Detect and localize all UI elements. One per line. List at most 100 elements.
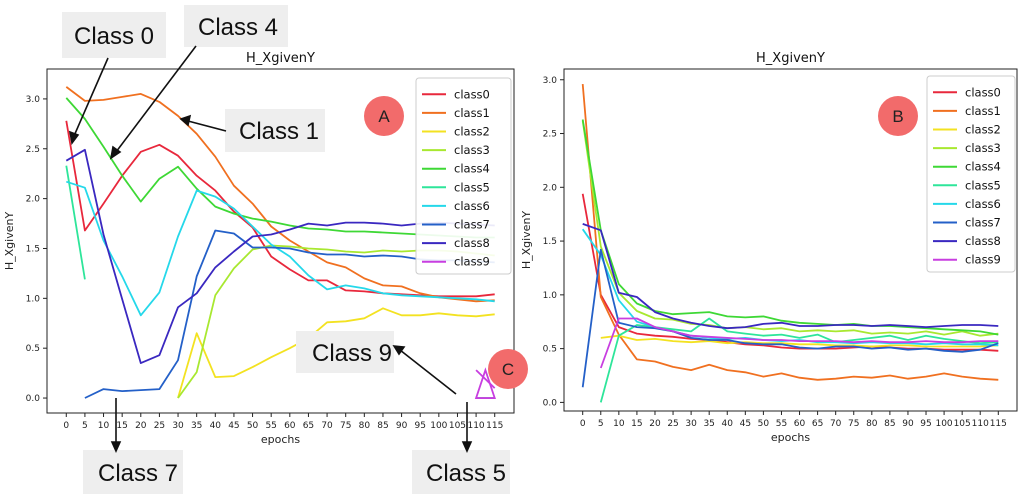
annotation-box-class9: [296, 331, 394, 373]
chart-title: H_XgivenY: [756, 51, 825, 66]
chart-panel-b: H_XgivenY 0 5 10 15 20 25 30 35 40 45 50 55 60 65 70 75 8…: [520, 51, 1018, 444]
x-tick-label: 115: [990, 419, 1007, 429]
x-tick-label: 85: [377, 421, 388, 431]
legend-label-class6: class6: [454, 199, 490, 213]
x-tick-label: 30: [685, 419, 697, 429]
legend-label-class3: class3: [965, 141, 1001, 155]
arrow-class0: [73, 57, 109, 137]
series-line-class7: [581, 248, 999, 388]
x-tick-label: 95: [414, 421, 425, 431]
class9-marker: [474, 367, 496, 399]
series-line-class2: [600, 334, 999, 348]
x-tick-label: 90: [902, 419, 914, 429]
annotations: Class 0 Class 4 Class 1 Class 9 Class 7 …: [62, 5, 528, 494]
x-tick-label: 105: [954, 419, 971, 429]
series-line-class9: [475, 369, 496, 389]
x-tick-label: 105: [449, 421, 466, 431]
x-tick-label: 75: [340, 421, 351, 431]
legend-label-class0: class0: [965, 85, 1001, 99]
series-line-class2: [177, 307, 495, 399]
y-tick-label: 2.0: [543, 183, 558, 193]
x-tick-label: 85: [884, 419, 895, 429]
x-tick-label: 5: [598, 419, 604, 429]
legend-label-class9: class9: [965, 253, 1001, 267]
x-tick-label: 55: [265, 421, 276, 431]
annotation-class1: Class 1: [239, 118, 319, 145]
x-tick-label: 25: [667, 419, 678, 429]
badge-b-label: B: [892, 107, 903, 126]
x-tick-label: 75: [848, 419, 859, 429]
chart-panel-a: H_XgivenY 0 5 10 15 20 25 30 35 40 45 50 55 60 65 70 75 8…: [3, 51, 515, 446]
x-tick-label: 35: [703, 419, 714, 429]
x-tick-label: 65: [812, 419, 823, 429]
legend-label-class2: class2: [965, 123, 1001, 137]
y-tick-label: 1.0: [26, 294, 41, 304]
arrowhead-class4: [109, 145, 122, 160]
x-tick-label: 10: [613, 419, 625, 429]
y-tick-label: 0.0: [543, 398, 558, 408]
x-tick-label: 100: [935, 419, 952, 429]
legend-label-class7: class7: [454, 218, 490, 232]
arrow-class4: [115, 45, 197, 153]
y-tick-label: 1.5: [26, 244, 40, 254]
annotation-class7: Class 7: [98, 460, 178, 487]
annotation-box-class4: [184, 5, 288, 47]
series-line-class8: [582, 223, 999, 330]
badge-c: [488, 349, 528, 389]
series-line-class3: [581, 120, 999, 337]
legend-label-class6: class6: [965, 197, 1001, 211]
x-tick-label: 10: [98, 421, 110, 431]
x-tick-label: 60: [284, 421, 296, 431]
x-tick-label: 15: [116, 421, 127, 431]
x-tick-label: 55: [776, 419, 787, 429]
x-axis-label: epochs: [771, 431, 810, 444]
y-axis-label: H_XgivenY: [3, 212, 16, 271]
badge-a-label: A: [378, 107, 390, 126]
y-tick-label: 1.0: [543, 291, 558, 301]
legend-label-class0: class0: [454, 87, 490, 101]
series-line-class9: [599, 317, 999, 369]
x-tick-label: 45: [228, 421, 239, 431]
arrow-class1: [187, 120, 227, 132]
legend-label-class4: class4: [965, 160, 1001, 174]
x-tick-label: 5: [82, 421, 88, 431]
legend-label-class2: class2: [454, 125, 490, 139]
plot-frame: [46, 68, 515, 414]
x-tick-label: 80: [359, 421, 371, 431]
y-tick-label: 0.0: [26, 394, 41, 404]
series-line-class1: [65, 86, 495, 303]
legend-label-class8: class8: [965, 234, 1001, 248]
x-tick-label: 40: [722, 419, 734, 429]
annotation-box-class7: [83, 450, 183, 494]
x-tick-label: 50: [247, 421, 259, 431]
badge-a: [364, 96, 404, 136]
arrowhead-class0: [68, 130, 80, 145]
annotation-box-class5: [412, 450, 510, 494]
annotation-class9: Class 9: [312, 340, 392, 367]
y-tick-label: 1.5: [543, 237, 557, 247]
arrow-class9: [399, 349, 457, 395]
y-tick-label: 2.5: [26, 145, 40, 155]
arrowhead-class7: [110, 441, 122, 453]
x-tick-label: 65: [303, 421, 314, 431]
y-axis-label: H_XgivenY: [520, 211, 533, 270]
annotation-box-class0: [62, 12, 166, 58]
x-tick-label: 80: [866, 419, 878, 429]
x-tick-label: 50: [758, 419, 770, 429]
x-tick-label: 20: [135, 421, 147, 431]
plot-frame: [563, 68, 1018, 412]
legend-label-class1: class1: [965, 104, 1001, 118]
annotation-class0: Class 0: [74, 23, 154, 50]
y-tick-label: 2.0: [26, 195, 41, 205]
x-tick-label: 60: [794, 419, 806, 429]
x-tick-label: 100: [430, 421, 447, 431]
legend-label-class3: class3: [454, 143, 490, 157]
annotation-class5: Class 5: [426, 460, 506, 487]
annotation-box-class1: [225, 109, 325, 152]
x-tick-label: 30: [172, 421, 184, 431]
x-tick-label: 70: [830, 419, 842, 429]
y-tick-label: 3.0: [543, 76, 558, 86]
y-tick-label: 0.5: [543, 345, 557, 355]
legend-label-class4: class4: [454, 162, 490, 176]
